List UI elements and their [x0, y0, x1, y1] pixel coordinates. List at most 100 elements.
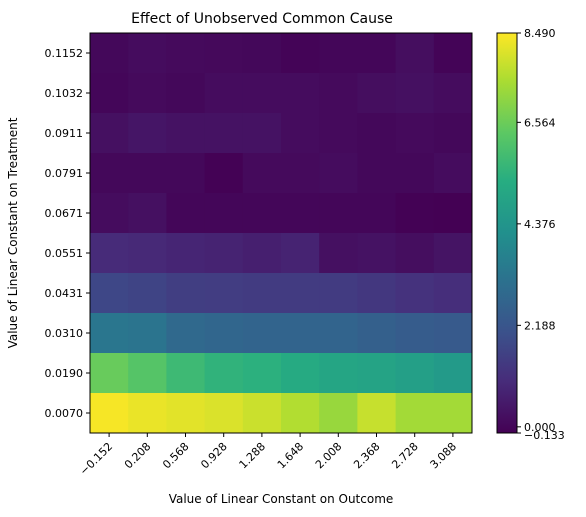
- heatmap-cell: [433, 273, 473, 314]
- heatmap-cell: [357, 193, 397, 234]
- heatmap-cell: [128, 113, 167, 154]
- x-tick-label: 0.208: [122, 440, 153, 471]
- heatmap-cell: [166, 33, 206, 74]
- heatmap-cell: [395, 233, 435, 274]
- colorbar-tick-label: 6.564: [524, 116, 556, 129]
- heatmap-cell: [319, 153, 358, 194]
- heatmap-cell: [395, 33, 435, 74]
- colorbar: [496, 32, 518, 434]
- heatmap-cell: [395, 153, 435, 194]
- heatmap-cell: [281, 153, 320, 194]
- heatmap-cell: [433, 353, 473, 394]
- heatmap-cell: [357, 273, 397, 314]
- heatmap-cell: [128, 353, 167, 394]
- heatmap-cell: [357, 153, 397, 194]
- heatmap-cell: [242, 113, 282, 154]
- heatmap-cell: [281, 273, 320, 314]
- heatmap-cell: [166, 113, 206, 154]
- heatmap-cell: [204, 33, 244, 74]
- y-tick-label: 0.0190: [45, 367, 84, 380]
- heatmap-cell: [90, 33, 129, 74]
- heatmap-cell: [90, 113, 129, 154]
- heatmap-cell: [128, 273, 167, 314]
- heatmap-cell: [433, 113, 473, 154]
- heatmap-cell: [433, 33, 473, 74]
- x-tick-label: 0.568: [160, 440, 191, 471]
- heatmap-cell: [319, 353, 358, 394]
- y-tick-label: 0.0070: [45, 407, 84, 420]
- heatmap-cell: [281, 233, 320, 274]
- y-axis-ticks: 0.1152 0.1032 0.0911 0.0791 0.0671 0.0551 0.04…: [45, 47, 90, 420]
- heatmap-cell: [128, 33, 167, 74]
- heatmap-cell: [433, 153, 473, 194]
- heatmap-cell: [242, 33, 282, 74]
- heatmap-cell: [319, 73, 358, 114]
- colorbar-tick-label: 8.490: [524, 27, 556, 40]
- heatmap-cell: [357, 313, 397, 354]
- heatmap-cell: [90, 73, 129, 114]
- heatmap-cell: [242, 353, 282, 394]
- heatmap-cell: [395, 393, 435, 434]
- heatmap-cell: [128, 233, 167, 274]
- heatmap-cell: [319, 273, 358, 314]
- heatmap-cell: [357, 353, 397, 394]
- heatmap-cell: [319, 393, 358, 434]
- heatmap-cell: [242, 73, 282, 114]
- heatmap-cell: [166, 233, 206, 274]
- heatmap-cell: [242, 193, 282, 234]
- heatmap-cell: [90, 313, 129, 354]
- heatmap-cell: [281, 33, 320, 74]
- y-tick-label: 0.0310: [45, 327, 84, 340]
- y-tick-label: 0.0911: [45, 127, 84, 140]
- colorbar-tick-label: 0.000: [524, 421, 556, 434]
- x-tick-label: 1.288: [237, 440, 268, 471]
- x-tick-label: −0.152: [77, 440, 115, 478]
- heatmap-cell: [319, 233, 358, 274]
- heatmap-cell: [90, 233, 129, 274]
- x-tick-label: 0.928: [198, 440, 229, 471]
- heatmap-cell: [242, 273, 282, 314]
- heatmap-cell: [204, 353, 244, 394]
- heatmap-cell: [433, 193, 473, 234]
- y-axis-label: Value of Linear Constant on Treatment: [6, 117, 20, 348]
- heatmap-cell: [433, 313, 473, 354]
- colorbar-ticks: 0.000 2.188 4.376 6.564 8.490 −0.133: [517, 27, 565, 442]
- heatmap-cell: [90, 153, 129, 194]
- heatmap-cell: [395, 73, 435, 114]
- heatmap-cell: [242, 393, 282, 434]
- heatmap-cell: [395, 313, 435, 354]
- heatmap-cell: [90, 393, 129, 434]
- x-axis-label: Value of Linear Constant on Outcome: [169, 492, 394, 506]
- heatmap-cell: [90, 193, 129, 234]
- heatmap-cell: [128, 153, 167, 194]
- heatmap-cell: [395, 353, 435, 394]
- x-tick-label: 2.368: [351, 440, 382, 471]
- x-tick-label: 2.008: [313, 440, 344, 471]
- heatmap-cell: [204, 273, 244, 314]
- colorbar-tick-label: 4.376: [524, 218, 556, 231]
- y-tick-label: 0.1032: [45, 87, 84, 100]
- chart-title: Effect of Unobserved Common Cause: [131, 11, 393, 27]
- heatmap-cell: [281, 73, 320, 114]
- heatmap-cell: [166, 313, 206, 354]
- heatmap-cell: [166, 193, 206, 234]
- x-tick-label: 2.728: [389, 440, 420, 471]
- heatmap-cell: [242, 233, 282, 274]
- heatmap-cell: [166, 153, 206, 194]
- heatmap-cell: [281, 313, 320, 354]
- heatmap-cell: [128, 313, 167, 354]
- y-tick-label: 0.0551: [45, 247, 84, 260]
- heatmap-cell: [204, 193, 244, 234]
- heatmap-cell: [281, 393, 320, 434]
- plot-frame: [89, 32, 473, 434]
- heatmap-cell: [166, 393, 206, 434]
- heatmap-cell: [90, 273, 129, 314]
- heatmap-cell: [242, 313, 282, 354]
- y-tick-label: 0.1152: [45, 47, 84, 60]
- heatmap-cell: [242, 153, 282, 194]
- x-tick-label: 1.648: [275, 440, 306, 471]
- heatmap-cell: [128, 193, 167, 234]
- heatmap-cell: [204, 393, 244, 434]
- heatmap-cell: [90, 353, 129, 394]
- heatmap-cell: [204, 73, 244, 114]
